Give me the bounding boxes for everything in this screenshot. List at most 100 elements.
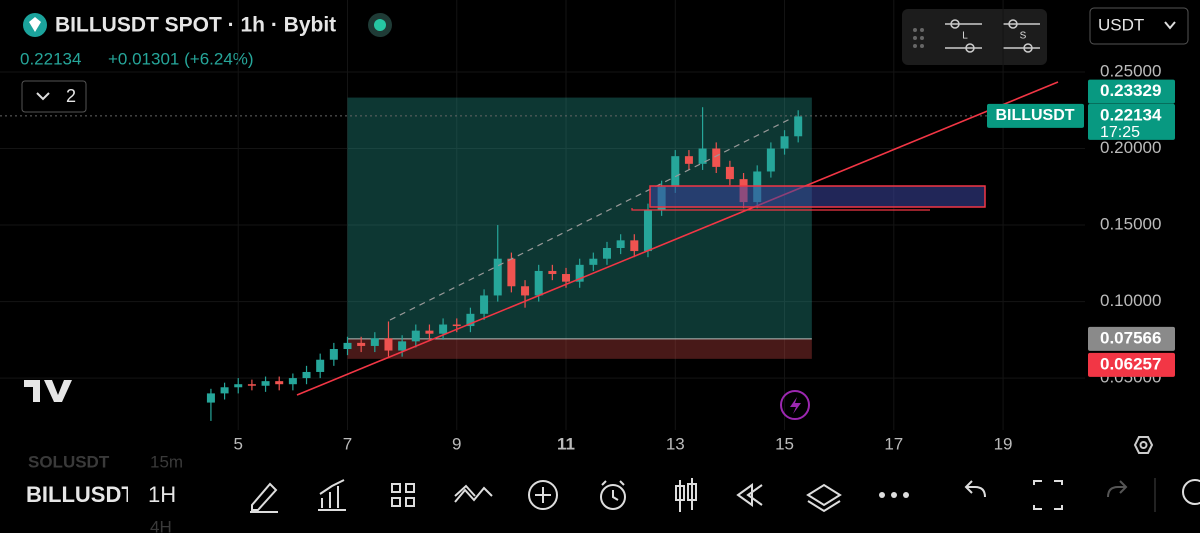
candle-body [234,384,243,388]
redo[interactable] [1107,480,1128,498]
more[interactable] [879,492,909,498]
candle-body [398,341,407,351]
settings-icon[interactable] [1133,436,1154,454]
candle-body [261,381,270,386]
candle-body [370,338,379,346]
currency-select[interactable] [1089,7,1189,45]
alert-icon[interactable] [780,390,810,420]
bolt [790,397,801,414]
candle-body [357,342,366,346]
candle-body [602,248,611,259]
chevron [1164,21,1176,30]
candle-body [725,166,734,180]
candle-body [575,264,584,282]
profit-zone [347,97,812,339]
candle-body [548,270,557,275]
dashed-trend [389,117,793,321]
toolbar [0,462,1200,533]
candle-body [630,240,639,252]
draw-tool[interactable] [250,482,278,513]
toolbar-symbol[interactable]: BILLUSDT [26,482,135,507]
candle-body [643,209,652,252]
symbol-title[interactable]: BILLUSDT SPOT · 1h · Bybit [55,14,336,37]
chart-type[interactable] [675,478,697,512]
target-tag-bg [1088,79,1175,104]
ghost-symbol: SOLUSDT [28,452,110,471]
y-tick-label: 0.25000 [1100,61,1161,80]
candle-body [684,156,693,164]
add[interactable] [528,480,558,510]
price-change: +0.01301 (+6.24%) [108,49,254,68]
last-tag-bg [1088,103,1175,140]
drag-handle [913,28,924,48]
loss-zone [347,338,812,359]
x-tick-label: 13 [666,434,685,453]
demand-zone [649,185,986,208]
candle-body [794,116,803,137]
candle-body [616,240,625,249]
symbol-tag: BILLUSDT [995,107,1074,124]
candle-body [521,286,530,296]
indicators[interactable] [318,479,346,511]
candle-body [698,148,707,164]
layouts[interactable] [391,483,415,507]
undo[interactable] [964,480,986,498]
y-tick-label: 0.15000 [1100,215,1161,234]
y-tick-label: 0.10000 [1100,291,1161,310]
indicator-toggle[interactable] [21,80,87,113]
candle-body [534,270,543,296]
entry-tag-bg [1088,326,1175,351]
ghost-interval-below: 4H [150,517,172,533]
candle-body [452,324,461,327]
candle-body [480,295,489,314]
candle-body [206,393,215,403]
objects[interactable] [806,483,842,513]
order-panel [902,9,1047,65]
x-tick-label: 17 [884,434,903,453]
fullscreen[interactable] [1033,480,1063,510]
x-tick-label: 11 [557,434,575,453]
patterns[interactable] [454,484,493,503]
stop-tag: 0.06257 [1100,354,1161,373]
candle-body [562,274,571,282]
symbol-tag-bg [987,103,1084,128]
more-tool[interactable] [1182,479,1200,505]
status-dot [374,19,386,31]
candle-body [466,313,475,327]
target-tag: 0.23329 [1100,81,1161,100]
chevron [36,92,50,101]
replay[interactable] [736,483,763,507]
short-label: S [1020,31,1027,42]
short-icon[interactable] [1003,19,1040,53]
x-tick-label: 7 [343,434,352,453]
long-icon[interactable] [945,19,982,53]
ghost-interval: 15m [150,452,183,471]
x-tick-label: 19 [994,434,1013,453]
alarm[interactable] [600,484,626,510]
x-tick-label: 15 [775,434,794,453]
candle-body [220,387,229,394]
y-tick-label: 0.20000 [1100,138,1161,157]
candle-body [247,384,256,386]
candle-body [439,324,448,334]
candle-body [507,258,516,287]
candle-body [671,156,680,187]
toolbar-interval[interactable]: 1H [148,482,176,507]
x-tick-label: 5 [234,434,243,453]
candle-body [589,258,598,265]
logo-mark [29,17,41,32]
candle-body [780,136,789,149]
candle-body [275,381,284,385]
candle-body [425,330,434,334]
zone-line [631,208,930,211]
entry-tag: 0.07566 [1100,328,1161,347]
candle-body [766,148,775,172]
stop-tag-bg [1088,352,1175,377]
last-tag: 0.22134 [1100,105,1162,124]
candle-body [343,342,352,350]
long-label: L [962,31,968,42]
candle-body [384,338,393,351]
